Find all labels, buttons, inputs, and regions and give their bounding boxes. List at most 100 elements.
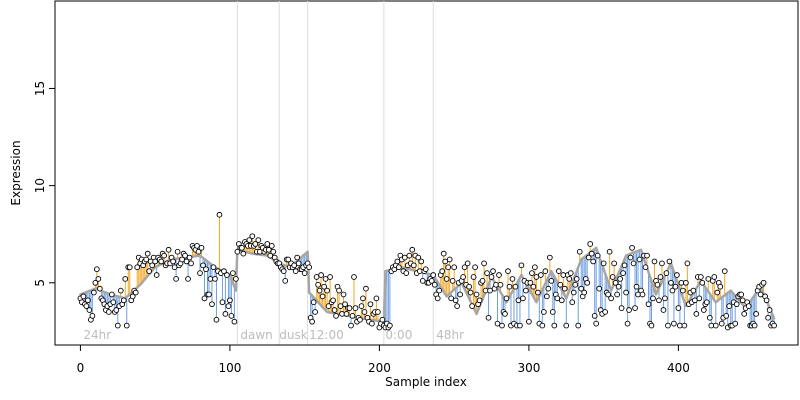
observed-point bbox=[422, 266, 429, 273]
observed-point bbox=[134, 264, 141, 271]
observed-point bbox=[225, 303, 232, 309]
observed-point bbox=[557, 281, 564, 288]
x-axis-title: Sample index bbox=[385, 375, 467, 389]
observed-point bbox=[221, 268, 227, 274]
observed-point bbox=[674, 272, 680, 278]
observed-point bbox=[585, 254, 592, 261]
observed-point bbox=[765, 314, 771, 321]
observed-point bbox=[451, 264, 458, 271]
observed-point bbox=[430, 272, 437, 278]
observed-point bbox=[313, 274, 320, 280]
observed-point bbox=[570, 289, 577, 296]
observed-point bbox=[318, 272, 324, 278]
observed-point bbox=[558, 297, 565, 304]
observed-point bbox=[352, 305, 359, 311]
observed-point bbox=[246, 237, 253, 243]
observed-point bbox=[662, 295, 668, 302]
observed-point bbox=[92, 279, 99, 286]
observed-point bbox=[563, 322, 570, 329]
observed-point bbox=[506, 283, 513, 290]
observed-point bbox=[434, 295, 441, 302]
observed-point bbox=[183, 258, 190, 265]
observed-point bbox=[668, 279, 674, 286]
observed-point bbox=[126, 264, 133, 271]
observed-point bbox=[161, 252, 167, 259]
x-tick-label-2: 200 bbox=[368, 361, 391, 375]
observed-point bbox=[280, 268, 287, 274]
observed-point bbox=[517, 322, 523, 329]
observed-point bbox=[363, 285, 369, 292]
observed-point bbox=[542, 268, 549, 274]
observed-point bbox=[642, 264, 649, 271]
observed-point bbox=[358, 303, 365, 309]
observed-point bbox=[351, 274, 357, 280]
observed-point bbox=[726, 303, 733, 309]
observed-point bbox=[143, 256, 150, 263]
observed-point bbox=[428, 278, 435, 284]
observed-point bbox=[203, 266, 209, 273]
observed-point bbox=[656, 297, 662, 304]
observed-point bbox=[270, 248, 277, 255]
observed-point bbox=[367, 301, 374, 308]
observed-point bbox=[182, 252, 188, 259]
observed-point bbox=[212, 276, 218, 282]
observed-point bbox=[206, 291, 212, 298]
observed-point bbox=[195, 248, 202, 255]
observed-point bbox=[331, 307, 338, 313]
observed-point bbox=[85, 297, 91, 304]
observed-point bbox=[732, 320, 739, 327]
x-tick-label-1: 100 bbox=[218, 361, 241, 375]
observed-point bbox=[146, 268, 153, 274]
observed-point bbox=[379, 316, 386, 323]
observed-point bbox=[445, 264, 452, 271]
observed-point bbox=[706, 314, 713, 321]
observed-point bbox=[89, 312, 96, 319]
observed-point bbox=[623, 289, 629, 296]
observed-point bbox=[543, 293, 550, 300]
observed-point bbox=[572, 281, 579, 288]
observed-point bbox=[527, 279, 534, 286]
observed-point bbox=[753, 311, 759, 317]
observed-point bbox=[703, 299, 710, 306]
plot-frame bbox=[54, 0, 799, 346]
observed-point bbox=[369, 320, 375, 327]
observed-point bbox=[473, 291, 480, 298]
observed-point bbox=[449, 278, 456, 284]
phase-marker-layer: 24hr dawn dusk 12:00 0:00 48hr bbox=[83, 1, 464, 345]
observed-point bbox=[415, 254, 422, 261]
phase-label-3: 12:00 bbox=[309, 328, 344, 342]
observed-point bbox=[490, 268, 496, 274]
observed-point bbox=[593, 320, 600, 327]
observed-point bbox=[252, 241, 259, 247]
observed-point bbox=[624, 320, 631, 327]
observed-point bbox=[410, 262, 417, 269]
observed-point bbox=[672, 283, 679, 290]
observed-point bbox=[606, 248, 613, 255]
observed-point bbox=[555, 268, 562, 274]
observed-point bbox=[452, 297, 459, 304]
observed-point bbox=[409, 246, 416, 253]
observed-point bbox=[472, 264, 478, 271]
observed-point bbox=[660, 307, 667, 313]
observed-point bbox=[122, 276, 129, 282]
observed-point bbox=[760, 279, 767, 286]
phase-label-0: 24hr bbox=[83, 328, 111, 342]
x-tick-label-3: 300 bbox=[517, 361, 540, 375]
observed-point bbox=[395, 264, 402, 271]
observed-point bbox=[198, 244, 205, 251]
observed-point bbox=[566, 276, 573, 282]
phase-label-2: dusk bbox=[279, 328, 307, 342]
observed-point bbox=[609, 274, 616, 280]
observed-point bbox=[705, 276, 712, 282]
observed-point bbox=[615, 283, 622, 290]
observed-point bbox=[267, 252, 274, 259]
observed-point bbox=[230, 270, 236, 276]
observed-point bbox=[419, 278, 426, 284]
observed-point bbox=[588, 250, 595, 257]
observed-point bbox=[110, 299, 117, 306]
observed-point bbox=[152, 258, 159, 265]
observed-point bbox=[309, 318, 315, 325]
observed-point bbox=[523, 287, 529, 294]
observed-point bbox=[654, 281, 661, 288]
